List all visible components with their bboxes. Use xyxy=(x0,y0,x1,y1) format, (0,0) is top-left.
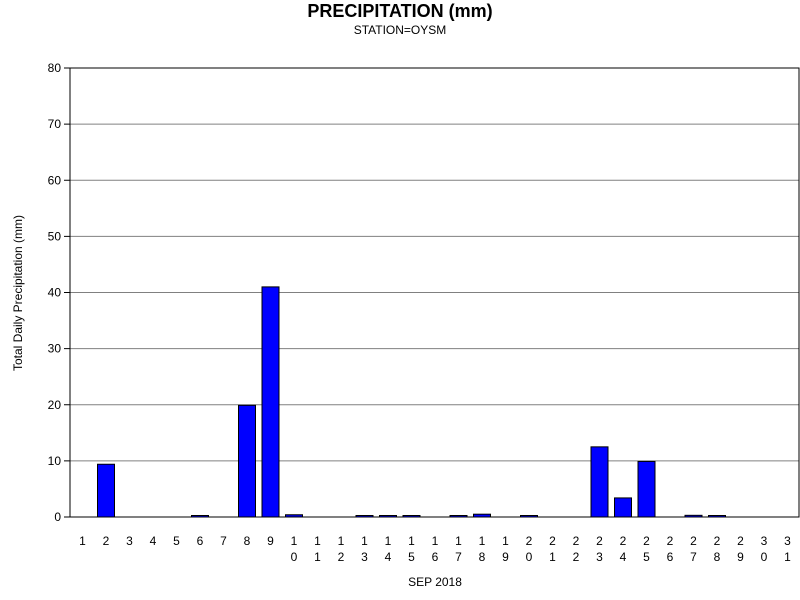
bar-day-2 xyxy=(97,463,115,518)
bar-day-25 xyxy=(637,460,656,518)
bar-day-24 xyxy=(614,497,632,518)
y-tick-label: 80 xyxy=(48,61,62,75)
x-tick-label: 7 xyxy=(220,534,227,548)
y-tick-label: 0 xyxy=(54,510,61,524)
x-tick-label: 3 xyxy=(126,534,133,548)
bars xyxy=(97,286,726,518)
plot-frame xyxy=(69,67,800,518)
chart-title: PRECIPITATION (mm) xyxy=(307,1,493,21)
x-axis-ticks: 1 2 3 4 5 6 7 8 9 1 01 11 21 31 41 51 61 71 81 92 02 12 22 32 42… xyxy=(79,534,791,564)
grid-lines xyxy=(70,67,799,462)
bar-day-9 xyxy=(261,286,280,518)
x-tick-label: 2 xyxy=(103,534,110,548)
x-tick-label: 8 xyxy=(244,534,251,548)
y-axis-ticks: 0 10 20 30 40 50 60 70 80 xyxy=(48,61,70,524)
y-tick-label: 20 xyxy=(48,398,62,412)
y-tick-label: 60 xyxy=(48,173,62,187)
y-tick-label: 70 xyxy=(48,117,62,131)
y-tick-label: 10 xyxy=(48,454,62,468)
x-tick-label: 4 xyxy=(150,534,157,548)
bar-day-23 xyxy=(590,446,609,518)
y-tick-label: 50 xyxy=(48,229,62,243)
x-tick-label: 5 xyxy=(173,534,180,548)
y-tick-label: 40 xyxy=(48,286,62,300)
x-axis-label: SEP 2018 xyxy=(408,575,462,589)
y-tick-label: 30 xyxy=(48,342,62,356)
x-tick-label: 9 xyxy=(267,534,274,548)
bar-day-8 xyxy=(238,404,256,518)
x-tick-label: 1 xyxy=(79,534,86,548)
chart-subtitle: STATION=OYSM xyxy=(353,23,447,37)
x-tick-label: 6 xyxy=(197,534,204,548)
